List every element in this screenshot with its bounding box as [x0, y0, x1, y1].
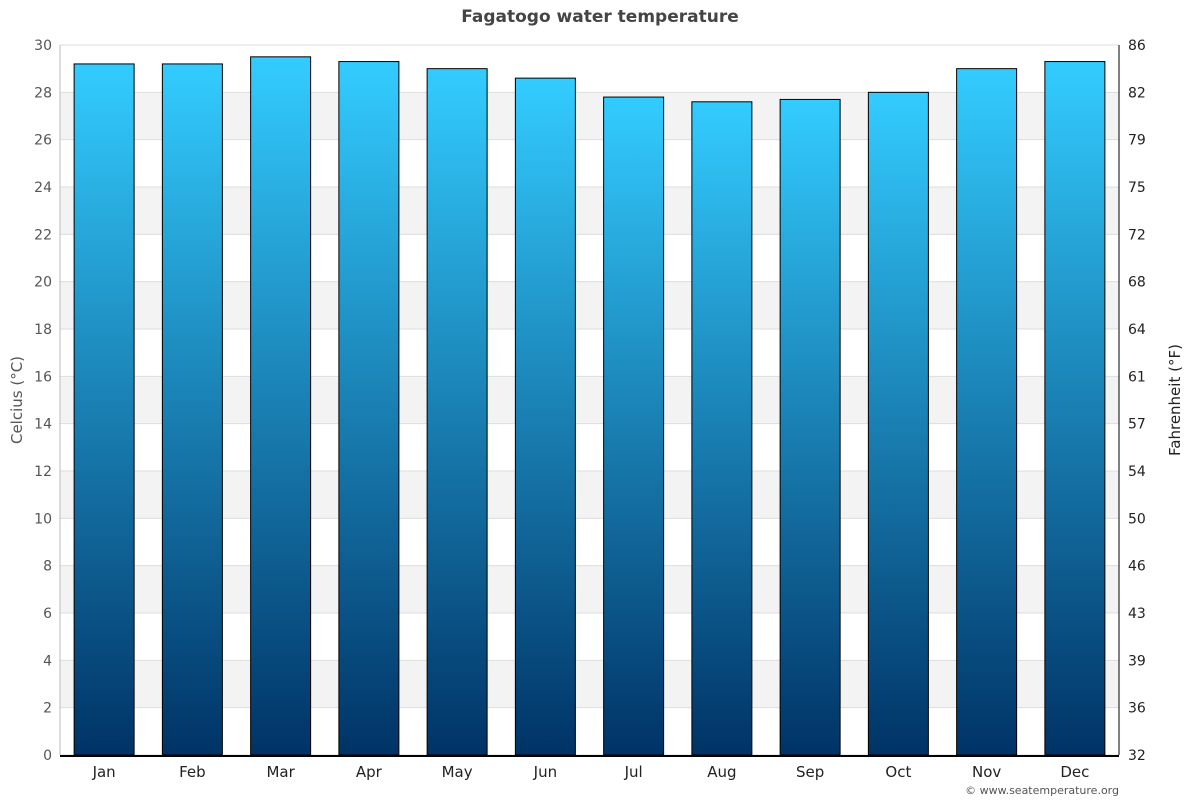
bar-may [426, 68, 488, 756]
bar-sep [779, 98, 841, 756]
y2-tick-label: 50 [1128, 511, 1146, 527]
y2-axis-label: Fahrenheit (°F) [1166, 344, 1184, 456]
y-tick-label: 8 [43, 559, 52, 575]
y-tick-label: 0 [43, 748, 52, 764]
y-tick-label: 22 [34, 227, 52, 243]
bar-jul [603, 96, 665, 756]
y2-tick-label: 82 [1128, 85, 1146, 101]
x-tick-label: Oct [885, 763, 911, 781]
y2-tick-label: 75 [1128, 180, 1146, 196]
y-tick-label: 6 [43, 606, 52, 622]
y2-tick-label: 39 [1128, 653, 1146, 669]
x-tick-label: Feb [179, 763, 206, 781]
grid-band [60, 565, 1119, 613]
grid-band [60, 187, 1119, 235]
grid-band [60, 376, 1119, 424]
chart-title: Fagatogo water temperature [461, 7, 739, 27]
grid-band [60, 471, 1119, 519]
y2-tick-label: 46 [1128, 559, 1146, 575]
y2-tick-label: 64 [1128, 322, 1146, 338]
y-tick-label: 10 [34, 511, 52, 527]
bar-nov [956, 68, 1018, 756]
y2-tick-label: 54 [1128, 464, 1146, 480]
y2-tick-label: 68 [1128, 275, 1146, 291]
y-tick-label: 4 [43, 653, 52, 669]
x-tick-label: Jul [624, 763, 643, 781]
x-tick-label: Apr [356, 763, 383, 781]
x-tick-label: Aug [707, 763, 736, 781]
y2-tick-label: 61 [1128, 369, 1146, 385]
y2-tick-label: 79 [1128, 133, 1146, 149]
bar-oct [867, 91, 929, 756]
bar-feb [161, 63, 223, 756]
grid-band [60, 660, 1119, 708]
grid-band [60, 92, 1119, 140]
y-tick-label: 2 [43, 701, 52, 717]
y2-tick-label: 57 [1128, 417, 1146, 433]
x-tick-label: Dec [1060, 763, 1089, 781]
bar-jun [514, 77, 576, 756]
bar-mar [250, 56, 312, 756]
bar-apr [338, 61, 400, 756]
bar-aug [691, 101, 753, 756]
y-tick-label: 28 [34, 85, 52, 101]
bar-jan [73, 63, 135, 756]
y-tick-label: 16 [34, 369, 52, 385]
y-tick-label: 14 [34, 417, 52, 433]
y-tick-label: 12 [34, 464, 52, 480]
y-tick-label: 26 [34, 133, 52, 149]
credit-text: © www.seatemperature.org [965, 784, 1119, 797]
y2-tick-label: 72 [1128, 227, 1146, 243]
y2-tick-label: 86 [1128, 38, 1146, 54]
y-tick-label: 24 [34, 180, 52, 196]
y2-tick-label: 43 [1128, 606, 1146, 622]
x-tick-label: Jan [92, 763, 116, 781]
grid-band [60, 281, 1119, 329]
x-tick-label: May [442, 763, 473, 781]
y-tick-label: 30 [34, 38, 52, 54]
y2-tick-label: 32 [1128, 748, 1146, 764]
y-tick-label: 18 [34, 322, 52, 338]
x-tick-label: Mar [266, 763, 295, 781]
x-tick-label: Sep [796, 763, 824, 781]
bar-dec [1044, 61, 1106, 756]
x-tick-label: Jun [533, 763, 557, 781]
x-tick-label: Nov [972, 763, 1001, 781]
y2-tick-label: 36 [1128, 701, 1146, 717]
y-axis-label: Celcius (°C) [8, 356, 26, 444]
y-tick-label: 20 [34, 275, 52, 291]
